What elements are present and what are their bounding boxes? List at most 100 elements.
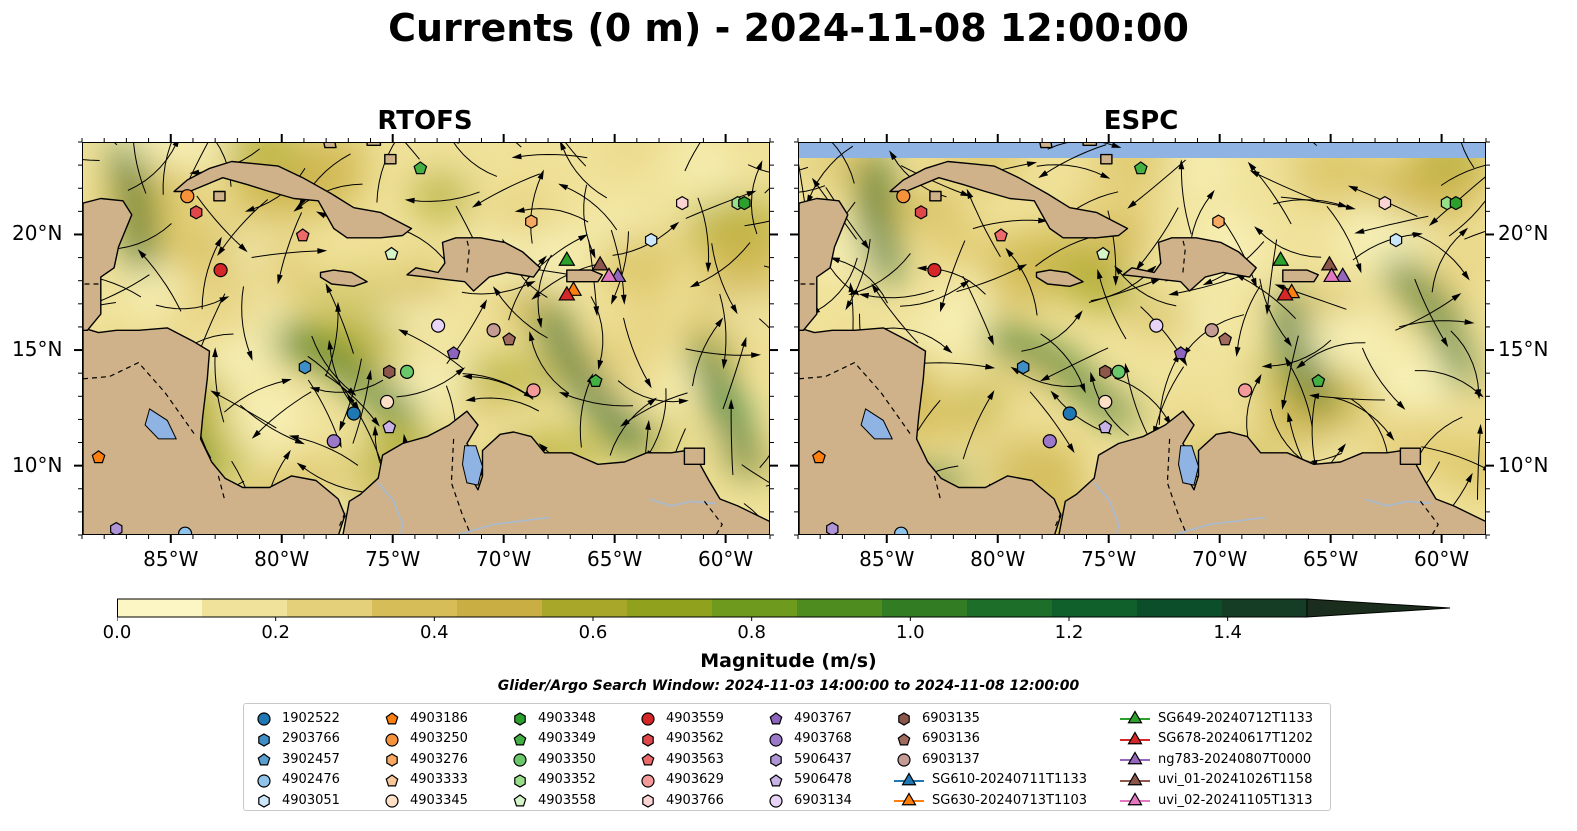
legend-item: 4903767 [766, 708, 852, 728]
platform-5906437 [826, 521, 839, 534]
hexagon-marker-icon [514, 773, 526, 788]
legend-marker [1127, 710, 1143, 724]
legend-marker [257, 773, 271, 788]
platform-4903562 [914, 205, 928, 220]
legend-item: 4903250 [382, 729, 468, 749]
colorbar-tick-label: 0.4 [420, 622, 449, 643]
figure-title: Currents (0 m) - 2024-11-08 12:00:00 [388, 6, 1189, 50]
platform-4903349 [588, 373, 603, 387]
legend-label: 4903333 [410, 772, 468, 787]
triangle-marker-icon [1120, 730, 1150, 744]
glider-uvi_01-20241026T1158 [591, 255, 609, 271]
legend-item: 4903562 [638, 729, 724, 749]
platform-6903136 [502, 332, 517, 346]
triangle-marker-icon [1120, 792, 1150, 806]
legend-label: 4903349 [538, 731, 596, 746]
lon-tick-label: 70°W [476, 547, 532, 571]
platform-4903558 [384, 246, 399, 260]
platform-4903186 [812, 450, 826, 464]
platform-6903134 [430, 318, 446, 333]
platform-4903051 [1389, 232, 1403, 248]
legend-marker [770, 753, 782, 767]
legend-marker [641, 712, 655, 726]
lat-tick-label-left: 15°N [12, 337, 63, 362]
platform-6903135 [383, 364, 396, 380]
platform-4903768 [1042, 434, 1057, 449]
legend-marker [513, 753, 527, 767]
colorbar-ticks: 0.0 0.2 0.4 0.6 0.8 1.0 1.2 1.4 [0, 622, 1577, 648]
platform-4903349 [1133, 161, 1148, 175]
platform-4903276 [525, 214, 538, 229]
platform-4903051 [644, 232, 658, 248]
legend-label: 4903350 [538, 751, 596, 767]
legend-item: 3902457 [254, 749, 340, 769]
platform-4903349 [1311, 373, 1326, 387]
legend-marker [641, 773, 655, 788]
legend-item: 4903333 [382, 770, 468, 790]
pentagon-marker-icon [257, 753, 271, 766]
legend-label: 4903352 [538, 772, 596, 787]
colorbar [116, 595, 1452, 621]
legend-item: 6903136 [894, 729, 980, 749]
platform-5906437 [110, 521, 123, 534]
legend-item: 4903629 [638, 770, 724, 790]
land [83, 143, 769, 534]
legend-label: 4903051 [282, 792, 340, 808]
circle-marker-icon [641, 773, 655, 788]
legend-marker [1127, 792, 1143, 806]
platform-4903350 [1111, 364, 1126, 379]
legend-label: 4903348 [538, 710, 596, 726]
hexagon-marker-icon [770, 753, 782, 767]
circle-marker-icon [513, 753, 527, 767]
platform-4903348 [1449, 195, 1463, 211]
legend-label: uvi_01-20241026T1158 [1158, 772, 1313, 787]
panel-title-espc: ESPC [1103, 106, 1179, 136]
legend-label: 4903767 [794, 710, 852, 726]
colorbar-segment [372, 599, 458, 617]
colorbar-tick-label: 1.0 [896, 622, 925, 643]
colorbar-segment [1137, 599, 1223, 617]
legend-item: 4903350 [510, 749, 596, 769]
platform-4903563 [295, 228, 310, 242]
legend-label: SG649-20240712T1133 [1158, 710, 1314, 726]
colorbar-segment [1052, 599, 1138, 617]
platform-5906478 [382, 420, 397, 434]
map-panel-rtofs [82, 142, 770, 535]
platform-1902522 [346, 406, 361, 421]
platform-4903345 [379, 394, 395, 410]
legend-marker [513, 794, 527, 807]
legend-label: 4903766 [666, 792, 724, 808]
colorbar-svg [116, 598, 1451, 621]
colorbar-tick-label: 0.6 [578, 622, 608, 643]
legend-label: 2903766 [282, 731, 340, 746]
platform-4903350 [399, 364, 415, 379]
platform-4903768 [326, 434, 341, 449]
platform-2903766 [1016, 360, 1030, 375]
platform-4903250 [896, 189, 911, 204]
colorbar-segment [202, 599, 288, 617]
legend-marker [897, 753, 911, 767]
platform-4903766 [675, 195, 689, 211]
colorbar-tick-label: 0.0 [102, 622, 132, 643]
legend-item: 4903563 [638, 749, 724, 769]
lon-tick-label: 85°W [143, 547, 199, 571]
legend-label: 5906478 [794, 772, 852, 787]
hexagon-marker-icon [258, 732, 270, 747]
platform-4903559 [927, 263, 942, 278]
glider-SG649-20240712T1133 [1271, 250, 1290, 266]
hexagon-marker-icon [642, 732, 654, 747]
pentagon-marker-icon [897, 732, 911, 745]
legend-item: SG630-20240713T1103 [894, 790, 1087, 810]
legend-marker [385, 773, 399, 786]
streamlines [83, 143, 769, 534]
lat-tick-label-left: 10°N [12, 452, 63, 477]
legend-label: 4903186 [410, 710, 468, 726]
legend-label: SG678-20240617T1202 [1158, 731, 1314, 746]
hexagon-marker-icon [514, 712, 526, 726]
legend-label: 4903276 [410, 751, 468, 767]
legend-item: 4903186 [382, 708, 468, 728]
circle-marker-icon [385, 732, 399, 747]
lon-tick-label: 70°W [1192, 547, 1248, 571]
legend-label: ng783-20240807T0000 [1158, 751, 1312, 767]
glider-SG649-20240712T1133 [558, 250, 576, 266]
